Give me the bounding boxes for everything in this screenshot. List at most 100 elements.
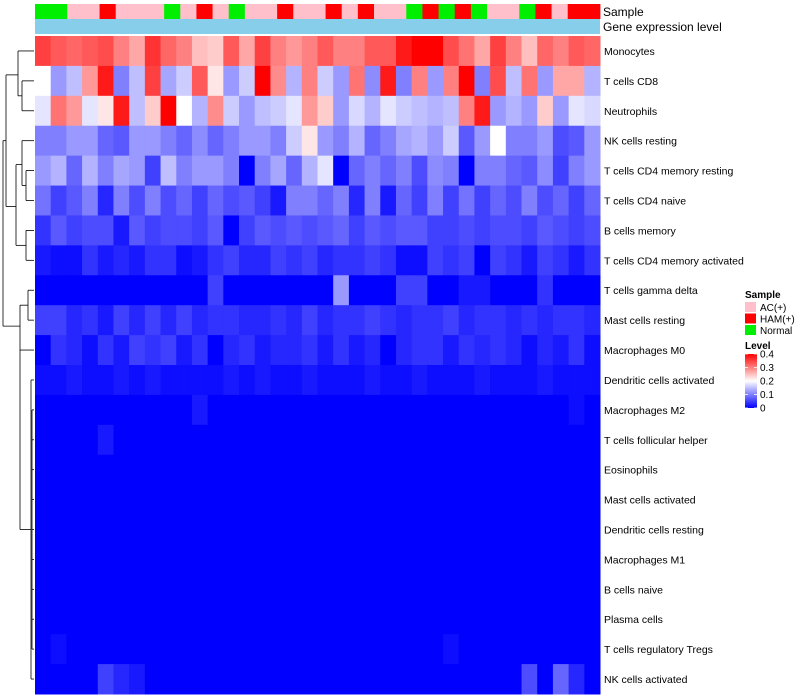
heatmap-cell (443, 275, 460, 306)
heatmap-cell (270, 65, 287, 97)
heatmap-cell (66, 574, 83, 605)
heatmap-cell (270, 544, 287, 575)
heatmap-cell (380, 95, 397, 127)
heatmap-cell (239, 544, 256, 575)
heatmap-cell (427, 574, 444, 605)
heatmap-cell (395, 36, 413, 67)
heatmap-cell (427, 454, 444, 486)
heatmap-cell (82, 185, 99, 216)
heatmap-cell (254, 95, 271, 127)
heatmap-cell (239, 454, 256, 486)
heatmap-cell (568, 215, 585, 246)
heatmap-cell (113, 424, 130, 456)
heatmap-cell (333, 305, 350, 336)
heatmap-cell (66, 454, 83, 486)
heatmap-cell (113, 484, 130, 516)
heatmap-cell (552, 245, 570, 276)
heatmap-cell (50, 604, 67, 635)
heatmap-cell (490, 484, 507, 516)
heatmap-cell (35, 365, 52, 396)
heatmap-cell (427, 185, 444, 216)
heatmap-cell (97, 185, 114, 216)
heatmap-cell (458, 305, 475, 336)
heatmap-cell (50, 155, 67, 187)
heatmap-cell (395, 335, 413, 366)
heatmap-cell (348, 275, 366, 306)
heatmap-cell (443, 65, 460, 97)
heatmap-cell (395, 95, 413, 127)
heatmap-cell (301, 394, 318, 426)
heatmap-cell (380, 484, 397, 516)
heatmap-cell (66, 215, 83, 246)
heatmap-cell (380, 215, 397, 246)
heatmap-cell (97, 604, 114, 635)
heatmap-cell (490, 514, 507, 545)
heatmap-cell (239, 664, 256, 695)
heatmap-cell (97, 95, 114, 127)
heatmap-cell (395, 365, 413, 396)
heatmap-cell (97, 365, 114, 396)
heatmap-cell (427, 275, 444, 306)
heatmap-cell (568, 185, 585, 216)
heatmap-cell (552, 95, 570, 127)
heatmap-cell (505, 664, 523, 695)
heatmap-cell (427, 604, 444, 635)
heatmap-cell (286, 185, 303, 216)
heatmap-cell (333, 574, 350, 605)
heatmap-cell (443, 365, 460, 396)
heatmap-cell (113, 65, 130, 97)
heatmap-cell (286, 155, 303, 187)
heatmap-cell (144, 185, 162, 216)
level-ticks: 0.4 0.3 0.2 0.1 0 (745, 350, 774, 415)
heatmap-cell (490, 454, 507, 486)
heatmap-cell (317, 514, 334, 545)
heatmap-cell (490, 634, 507, 665)
heatmap-cell (82, 305, 99, 336)
heatmap-cell (160, 95, 177, 127)
heatmap-cell (223, 185, 240, 216)
heatmap-cell (191, 424, 209, 456)
heatmap-cell (333, 634, 350, 665)
heatmap-cell (144, 514, 162, 545)
heatmap-cell (270, 394, 287, 426)
heatmap-cell (50, 424, 67, 456)
heatmap-cell (317, 454, 334, 486)
heatmap-cell (427, 125, 444, 157)
heatmap-cell (113, 454, 130, 486)
heatmap-cell (490, 424, 507, 456)
heatmap-cell (411, 305, 428, 336)
heatmap-cell (552, 365, 570, 396)
heatmap-cell (490, 604, 507, 635)
heatmap-cell (301, 65, 318, 97)
heatmap-cell (411, 514, 428, 545)
heatmap-cell (348, 604, 366, 635)
heatmap-cell (254, 36, 271, 67)
heatmap-cell (364, 155, 381, 187)
heatmap-cell (66, 245, 83, 276)
legend-swatch (745, 325, 756, 335)
heatmap-cell (380, 634, 397, 665)
heatmap-cell (50, 484, 67, 516)
heatmap-cell (50, 365, 67, 396)
heatmap-cell (160, 424, 177, 456)
heatmap-cell (144, 424, 162, 456)
heatmap-cell (584, 574, 601, 605)
heatmap-cell (144, 95, 162, 127)
heatmap-cell (176, 604, 193, 635)
heatmap-cell (97, 335, 114, 366)
heatmap-cell (364, 95, 381, 127)
heatmap-cell (333, 335, 350, 366)
heatmap-cell (35, 215, 52, 246)
heatmap-cell (207, 604, 224, 635)
heatmap-cell (317, 574, 334, 605)
heatmap-cell (254, 245, 271, 276)
heatmap-cell (458, 215, 475, 246)
heatmap-cell (239, 95, 256, 127)
heatmap-cell (35, 305, 52, 336)
heatmap-cell (490, 544, 507, 575)
heatmap-cell (191, 155, 209, 187)
heatmap-cell (427, 634, 444, 665)
heatmap-cell (458, 424, 475, 456)
heatmap-cell (176, 394, 193, 426)
heatmap-cell (176, 544, 193, 575)
